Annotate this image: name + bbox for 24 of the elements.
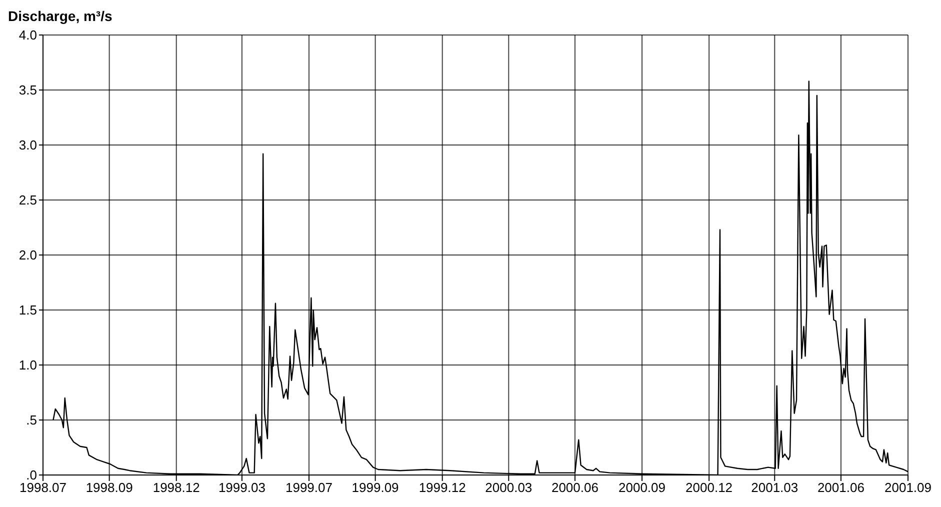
y-tick-label: 3.0 [18,138,37,153]
x-tick-label: 2000.12 [686,480,733,496]
y-tick-label: 2.5 [18,192,37,208]
y-tick-label: 2.0 [18,248,37,263]
y-tick-label: 3.5 [18,82,37,98]
x-tick-label: 1998.12 [152,480,200,496]
y-tick-label: 1.0 [18,358,37,373]
x-tick-label: 1999.07 [285,480,332,496]
x-tick-label: 1999.12 [418,480,466,496]
x-tick-label: 2001.09 [884,480,932,496]
y-axis-title: Discharge, m³/s [8,8,112,24]
x-tick-label: 2000.06 [551,480,598,496]
x-tick-label: 1999.03 [218,480,266,496]
x-tick-label: 1998.07 [20,480,66,496]
x-tick-label: 1998.09 [86,480,133,496]
y-tick-label: .5 [26,412,37,428]
x-tick-label: 2001.06 [817,480,864,496]
y-tick-label: .0 [26,468,37,483]
y-tick-label: 1.5 [18,302,37,318]
x-tick-label: 1999.09 [352,480,399,496]
x-tick-label: 2001.03 [751,480,798,496]
y-tick-label: 4.0 [18,28,37,43]
x-tick-label: 2000.03 [485,480,532,496]
x-tick-label: 2000.09 [618,480,666,496]
